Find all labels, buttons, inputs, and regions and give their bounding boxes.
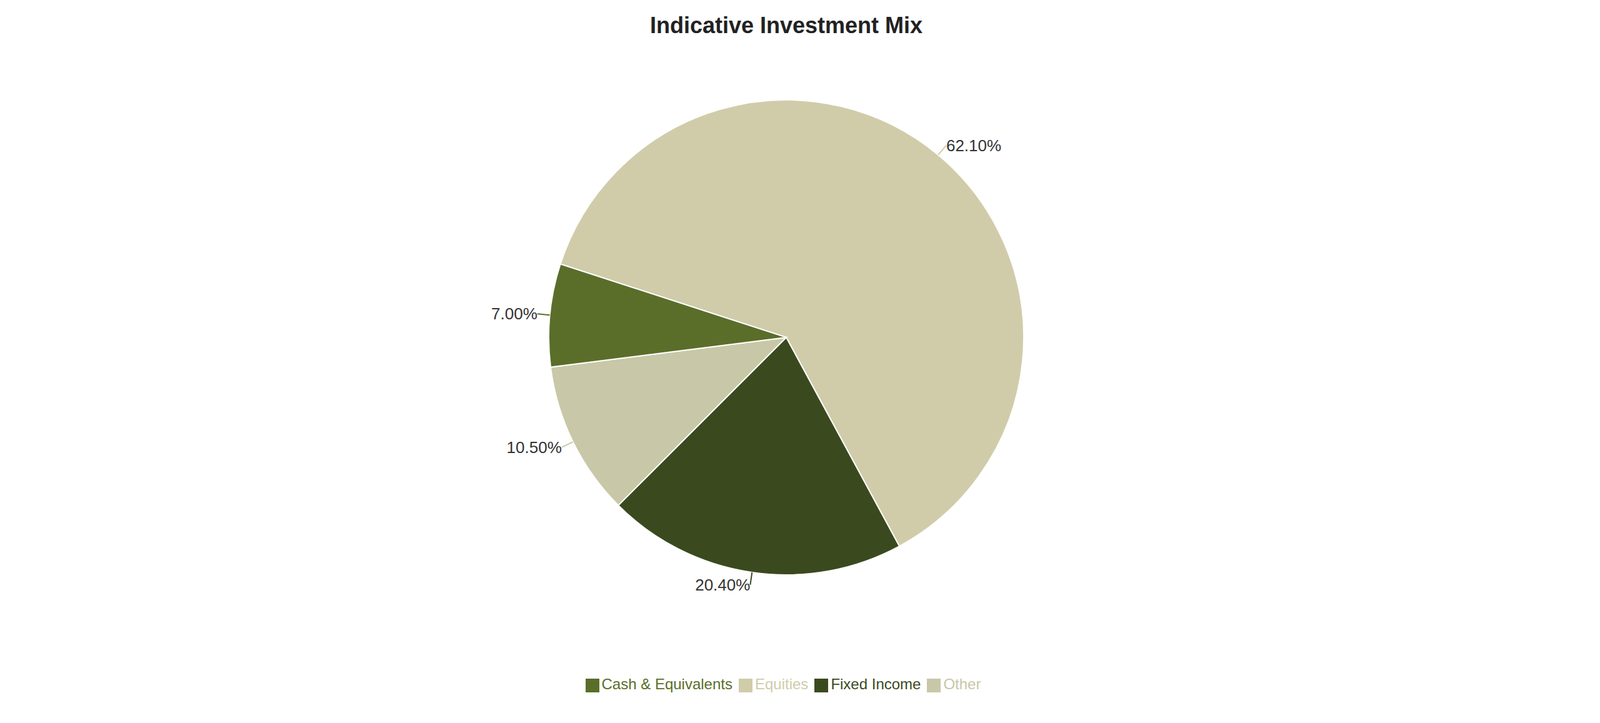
svg-text:20.40%: 20.40%	[695, 575, 750, 595]
html-text:Equities: Equities	[755, 675, 809, 693]
svg-text:62.10%: 62.10%	[946, 136, 1002, 155]
html-text:Other: Other	[943, 675, 981, 693]
html-text:Cash & Equivalents: Cash & Equivalents	[601, 675, 733, 693]
html-text:Fixed Income: Fixed Income	[830, 675, 921, 693]
svg-text:10.50%: 10.50%	[506, 438, 562, 457]
svg-text:7.00%: 7.00%	[491, 304, 538, 324]
html-text:Indicative Investment Mix: Indicative Investment Mix	[649, 12, 923, 39]
